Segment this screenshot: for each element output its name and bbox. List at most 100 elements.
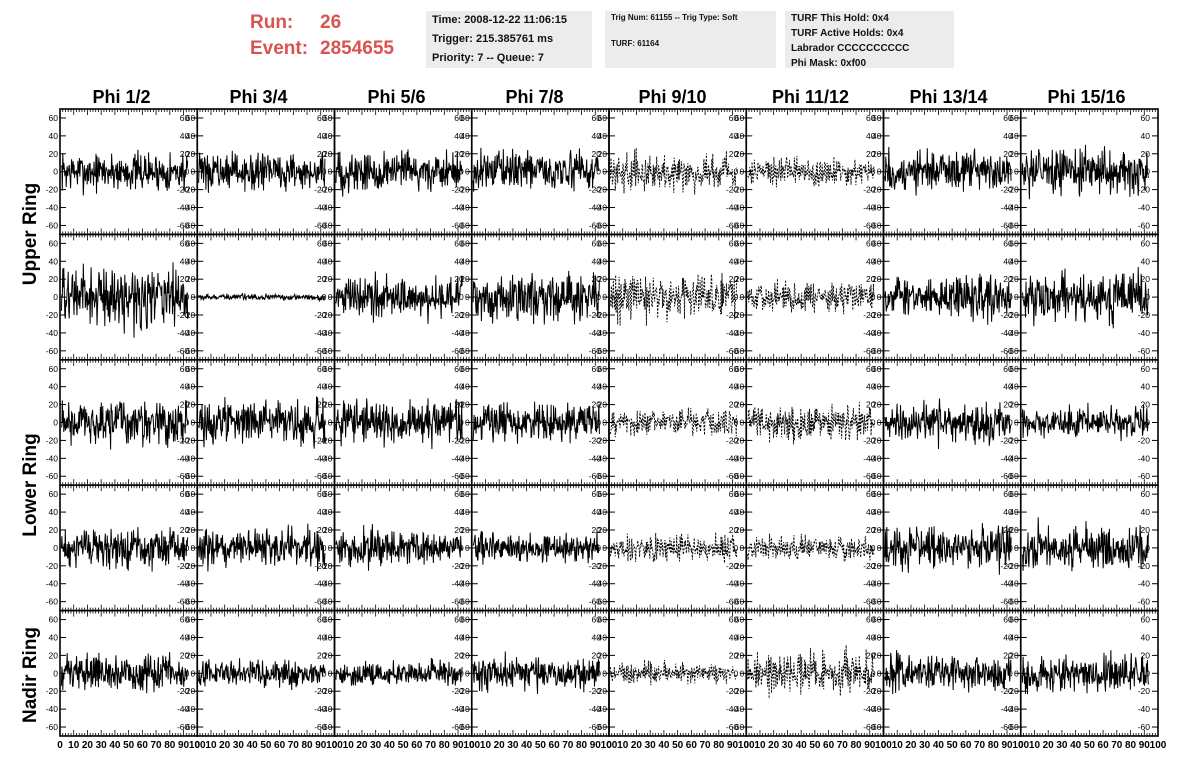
y-tick-label: -40 xyxy=(732,453,745,463)
y-tick-label: 60 xyxy=(1009,364,1019,374)
y-tick-label: -20 xyxy=(732,686,745,696)
y-tick-label: -20 xyxy=(314,686,327,696)
y-tick-label: 60 xyxy=(180,489,190,499)
x-tick-label: 40 xyxy=(247,740,259,751)
y-tick-label: 40 xyxy=(323,632,333,642)
y-tick-label: 0 xyxy=(465,668,470,678)
waveform-trace xyxy=(609,407,738,438)
y-tick-label: 20 xyxy=(323,525,333,535)
y-tick-label: 0 xyxy=(602,668,607,678)
y-tick-label: 20 xyxy=(1141,274,1151,284)
y-tick-label: 0 xyxy=(871,543,876,553)
y-tick-label: -60 xyxy=(595,346,608,356)
y-tick-label: 60 xyxy=(323,364,333,374)
waveform-trace xyxy=(198,658,326,691)
y-tick-label: 60 xyxy=(735,615,745,625)
run-event-block: Run: 26 Event: 2854655 xyxy=(250,10,394,62)
y-tick-label: 20 xyxy=(729,274,739,284)
y-tick-label: -20 xyxy=(177,185,190,195)
y-tick-label: -20 xyxy=(314,310,327,320)
phi-header-5: Phi 9/10 xyxy=(638,87,707,107)
turf-info-box: TURF This Hold: 0x4 TURF Active Holds: 0… xyxy=(785,11,954,69)
y-tick-label: -40 xyxy=(726,579,739,589)
y-tick-label: -40 xyxy=(863,579,876,589)
y-tick-label: -60 xyxy=(732,471,745,481)
y-tick-label: 20 xyxy=(598,650,608,660)
x-tick-label: 0 xyxy=(469,740,475,751)
y-tick-label: 40 xyxy=(460,632,470,642)
y-tick-label: 40 xyxy=(1003,507,1013,517)
y-tick-label: 40 xyxy=(1141,507,1151,517)
y-tick-label: -40 xyxy=(46,203,59,213)
priority-text: Priority: 7 -- Queue: 7 xyxy=(432,52,544,64)
y-tick-label: -60 xyxy=(314,220,327,230)
y-tick-label: 60 xyxy=(598,113,608,123)
y-tick-label: -60 xyxy=(183,346,196,356)
y-tick-label: -40 xyxy=(314,704,327,714)
y-tick-label: 60 xyxy=(454,238,464,248)
x-tick-label: 10 xyxy=(343,740,355,751)
y-tick-label: -60 xyxy=(732,346,745,356)
x-tick-label: 30 xyxy=(96,740,108,751)
y-tick-label: -20 xyxy=(451,185,464,195)
y-tick-label: -60 xyxy=(1006,597,1019,607)
y-tick-label: -40 xyxy=(451,453,464,463)
y-tick-label: 20 xyxy=(460,525,470,535)
y-tick-label: -60 xyxy=(726,346,739,356)
y-tick-label: -20 xyxy=(589,686,602,696)
y-tick-label: 40 xyxy=(872,382,882,392)
y-tick-label: 60 xyxy=(49,238,59,248)
y-tick-label: 20 xyxy=(1003,400,1013,410)
y-tick-label: 40 xyxy=(180,131,190,141)
y-tick-label: 40 xyxy=(598,507,608,517)
y-tick-label: -20 xyxy=(1138,561,1151,571)
y-tick-label: -60 xyxy=(457,220,470,230)
y-tick-label: 20 xyxy=(866,149,876,159)
y-tick-label: -60 xyxy=(320,346,333,356)
waveform-trace xyxy=(884,273,1012,325)
y-tick-label: 20 xyxy=(49,274,59,284)
y-tick-label: 40 xyxy=(180,382,190,392)
y-tick-label: 20 xyxy=(460,400,470,410)
y-tick-label: 60 xyxy=(598,238,608,248)
y-tick-label: 20 xyxy=(1141,525,1151,535)
y-tick-label: 0 xyxy=(734,668,739,678)
y-tick-label: -60 xyxy=(726,722,739,732)
waveform-trace xyxy=(198,150,326,193)
x-tick-label: 100 xyxy=(326,740,343,751)
y-tick-label: 40 xyxy=(460,131,470,141)
y-tick-label: -40 xyxy=(314,203,327,213)
y-tick-label: -20 xyxy=(1000,561,1013,571)
x-tick-label: 0 xyxy=(606,740,612,751)
y-tick-label: 40 xyxy=(729,256,739,266)
y-tick-label: 60 xyxy=(186,489,196,499)
y-tick-label: -60 xyxy=(314,471,327,481)
y-tick-label: -40 xyxy=(1000,453,1013,463)
y-tick-label: 40 xyxy=(186,131,196,141)
y-tick-label: -40 xyxy=(869,328,882,338)
x-tick-label: 50 xyxy=(398,740,410,751)
y-tick-label: -40 xyxy=(589,328,602,338)
phi-header-2: Phi 3/4 xyxy=(229,87,288,107)
y-tick-label: -20 xyxy=(183,310,196,320)
y-tick-label: -40 xyxy=(320,579,333,589)
y-tick-label: -20 xyxy=(732,310,745,320)
y-tick-label: 40 xyxy=(735,131,745,141)
y-tick-label: 40 xyxy=(1003,131,1013,141)
y-tick-label: 20 xyxy=(180,650,190,660)
y-tick-label: -40 xyxy=(314,328,327,338)
y-tick-label: -20 xyxy=(457,185,470,195)
y-tick-label: -60 xyxy=(589,597,602,607)
y-tick-label: 0 xyxy=(465,167,470,177)
y-tick-label: 40 xyxy=(454,382,464,392)
phi-header-3: Phi 5/6 xyxy=(367,87,426,107)
waveform-trace xyxy=(335,657,463,687)
y-tick-label: 60 xyxy=(1141,113,1151,123)
y-tick-label: 60 xyxy=(323,113,333,123)
y-tick-label: 0 xyxy=(185,167,190,177)
trigger-text: Trigger: 215.385761 ms xyxy=(432,33,554,45)
y-tick-label: 40 xyxy=(186,632,196,642)
y-tick-label: 0 xyxy=(740,167,745,177)
y-tick-label: -40 xyxy=(46,453,59,463)
